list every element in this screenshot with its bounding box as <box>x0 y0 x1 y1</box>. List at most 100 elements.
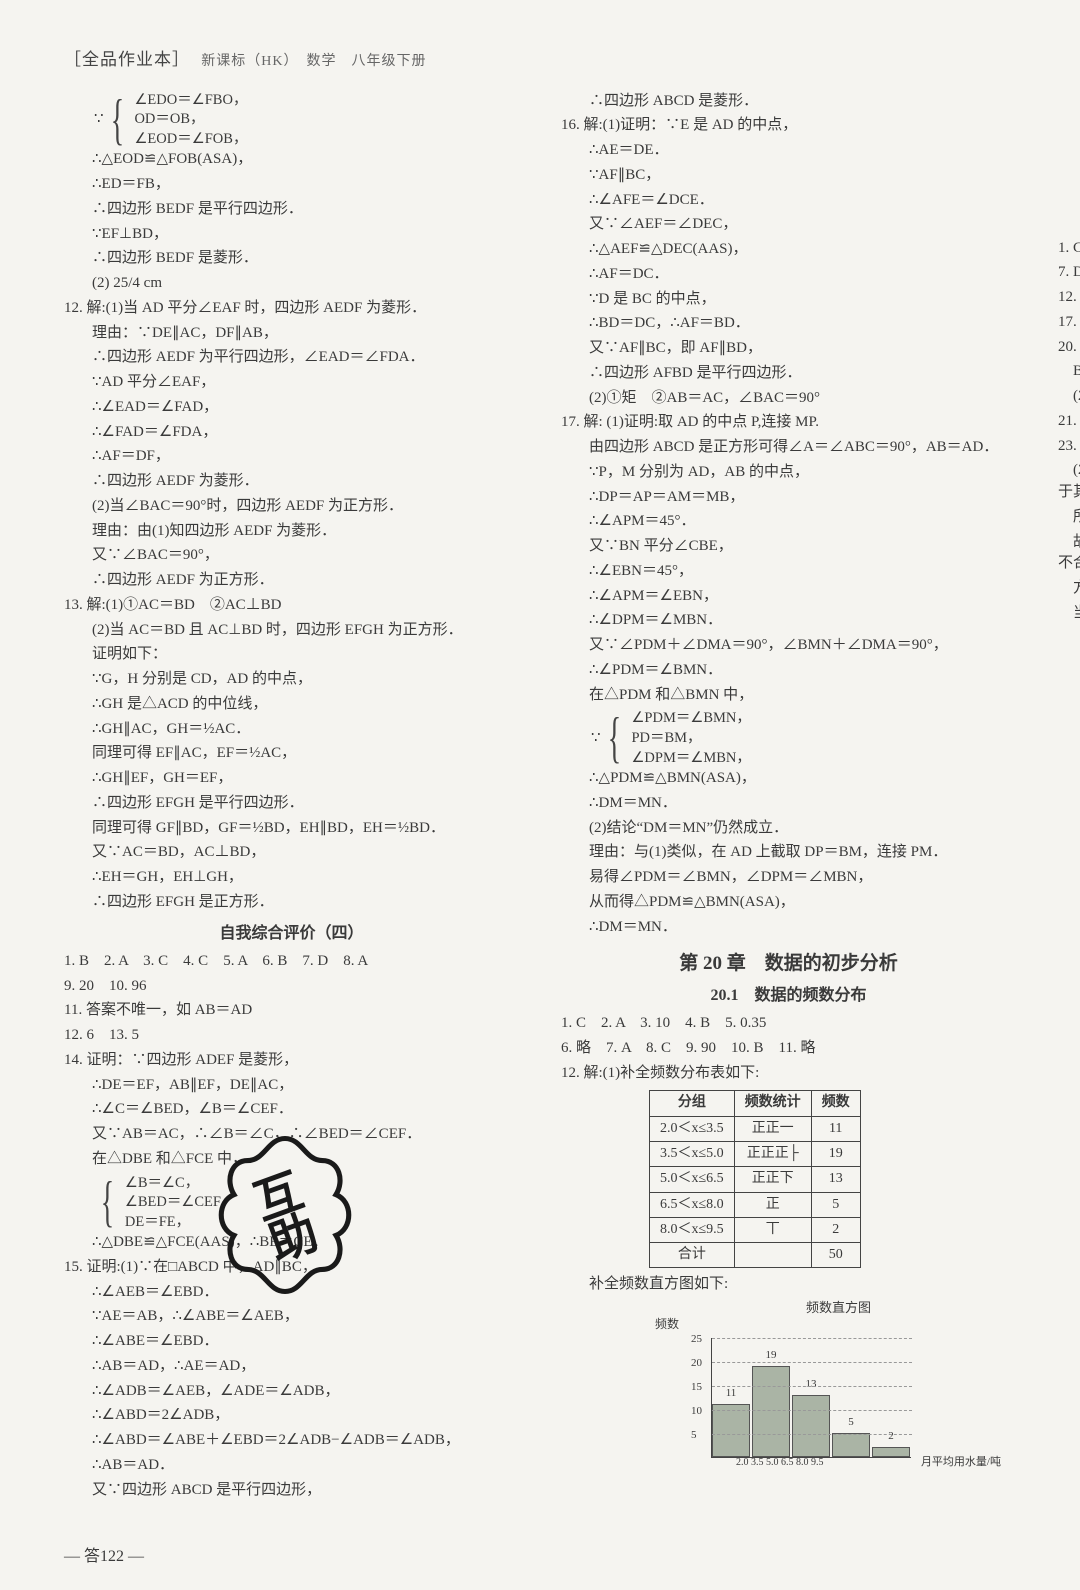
td: 50 <box>811 1243 860 1268</box>
td <box>734 1243 811 1268</box>
line: 又∵AB＝AC，∴∠B＝∠C，∴∠BED＝∠CEF． <box>64 1124 519 1146</box>
brace-line: ∠DPM＝∠MBN， <box>631 749 750 769</box>
frequency-histogram: 频数 月平均用水量/吨 111913522.0 3.5 5.0 6.5 8.0 … <box>681 1328 921 1478</box>
line: ∴四边形 AEDF 为菱形． <box>64 471 519 493</box>
line: 6. 略 7. A 8. C 9. 90 10. B 11. 略 <box>561 1038 1016 1060</box>
line: ∴DE＝EF，AB∥EF，DE∥AC， <box>64 1075 519 1097</box>
line: B 厂家电池的连续使用时间总和为 279 h,平均数为 46.5 h.填表略. <box>1058 361 1080 383</box>
line: ∴AF＝DC． <box>561 264 1016 286</box>
line: 方案:用该店本周的日均营业额估计当月营业额, <box>1058 578 1080 600</box>
td: 正 <box>734 1192 811 1217</box>
line: 理由：与(1)类似，在 AD 上截取 DP＝BM，连接 PM． <box>561 842 1016 864</box>
section-2021-title: 20.2.1 第 1 课时 平均数 <box>1058 208 1080 231</box>
td: 2.0＜x≤3.5 <box>650 1116 735 1141</box>
line: 理由：由(1)知四边形 AEDF 为菱形． <box>64 521 519 543</box>
th: 分组 <box>650 1091 735 1116</box>
line: (2)当∠BAC＝90°时，四边形 AEDF 为正方形． <box>64 496 519 518</box>
line: ∴EH＝GH，EH⊥GH， <box>64 867 519 889</box>
hist-bar <box>832 1433 870 1457</box>
line: ∴GH 是△ACD 的中位线， <box>64 694 519 716</box>
line: 又∵∠AEF＝∠DEC， <box>561 214 1016 236</box>
line: 9. 20 10. 96 <box>64 976 519 998</box>
hist-gridline <box>712 1386 912 1387</box>
line: (2)当 AC＝BD 且 AC⊥BD 时，四边形 EFGH 为正方形． <box>64 620 519 642</box>
line: ∵AD 平分∠EAF， <box>64 372 519 394</box>
line: ∴△AEF≌△DEC(AAS)， <box>561 239 1016 261</box>
line: ∵P，M 分别为 AD，AB 的中点， <box>561 462 1016 484</box>
line: 1. C 2. C 3. A 4. 9.5 5. 8.4 6. 10.4 m <box>1058 238 1080 260</box>
line: ∴AE＝DE． <box>561 140 1016 162</box>
page-header: ［全品作业本］ 新课标（HK） 数学 八年级下册 <box>64 48 1016 73</box>
line: 12. 6 13. 5 <box>64 1025 519 1047</box>
q13-head: 13. 解:(1)①AC＝BD ②AC⊥BD <box>64 595 519 617</box>
line: ∴∠ABD＝2∠ADB， <box>64 1405 519 1427</box>
hist-gridline <box>712 1410 912 1411</box>
line: 又∵∠BAC＝90°， <box>64 545 519 567</box>
line: 同理可得 GF∥BD，GF＝½BD，EH∥BD，EH＝½BD． <box>64 818 519 840</box>
line: ∵G，H 分别是 CD，AD 的中点， <box>64 669 519 691</box>
line: 理由：∵DE∥AC，DF∥AB， <box>64 323 519 345</box>
line: ∵D 是 BC 的中点， <box>561 289 1016 311</box>
line: ∴DM＝MN． <box>561 793 1016 815</box>
line: ∴AF＝DF， <box>64 446 519 468</box>
line: ∴∠FAD＝∠FDA， <box>64 422 519 444</box>
q14-head: 14. 证明：∵四边形 ADEF 是菱形， <box>64 1050 519 1072</box>
hist-bar-label: 11 <box>712 1386 750 1402</box>
brace-line: ∠EDO＝∠FBO， <box>134 91 247 111</box>
hist-bar-label: 2 <box>872 1429 910 1445</box>
line: 故用该店本周星期一到星期五的日平均营业额估计当月的营业总额不合理. <box>1058 532 1080 576</box>
brace-line: PD＝BM， <box>631 729 750 749</box>
line: ∴BD＝DC，∴AF＝BD． <box>561 313 1016 335</box>
brace-14: { ∠B＝∠C， ∠BED＝∠CEF， DE＝FE， <box>64 1174 519 1233</box>
td: 2 <box>811 1217 860 1242</box>
line: 又∵BN 平分∠CBE， <box>561 536 1016 558</box>
chapter-title: 第 20 章 数据的初步分析 <box>561 950 1016 978</box>
line: 证明如下： <box>64 644 519 666</box>
line: 1. B 2. A 3. C 4. C 5. A 6. B 7. D 8. A <box>64 951 519 973</box>
td: 8.0＜x≤9.5 <box>650 1217 735 1242</box>
line: ∴∠PDM＝∠BMN． <box>561 660 1016 682</box>
frequency-table: 分组 频数统计 频数 2.0＜x≤3.5正正一11 3.5＜x≤5.0正正正├1… <box>649 1090 861 1268</box>
line: ∴AB＝AD，∴AE＝AD， <box>64 1356 519 1378</box>
line: ∴△DBE≌△FCE(AAS)，∴BE＝CE． <box>64 1232 519 1254</box>
page-number: — 答122 — <box>64 1545 144 1568</box>
line: ∴∠ABD＝∠ABE＋∠EBD＝2∠ADB−∠ADB＝∠ADB， <box>64 1430 519 1452</box>
hist-ytick: 10 <box>691 1404 702 1420</box>
line: ∴GH∥EF，GH＝EF， <box>64 768 519 790</box>
td: 合计 <box>650 1243 735 1268</box>
td: 正正一 <box>734 1116 811 1141</box>
content-columns: ∵{ ∠EDO＝∠FBO， OD＝OB， ∠EOD＝∠FOB， ∴△EOD≌△F… <box>64 91 1016 1511</box>
line: (3)要使 60%的家庭收费不受影响,家庭月均用水量应该定为 5 吨.因为月平均… <box>1058 159 1080 203</box>
line: ∵EF⊥BD， <box>64 224 519 246</box>
line: 又∵∠PDM＋∠DMA＝90°，∠BMN＋∠DMA＝90°， <box>561 635 1016 657</box>
line: 11. 答案不唯一，如 AB＝AD <box>64 1000 519 1022</box>
line: ∴∠ADB＝∠AEB，∠ADE＝∠ADB， <box>64 1381 519 1403</box>
brand-title: ［全品作业本］ <box>64 50 190 69</box>
line: 又∵AF∥BC，即 AF∥BD， <box>561 338 1016 360</box>
line: (2)B 厂家生产的电池质量更好一些. <box>1058 386 1080 408</box>
td: 5 <box>811 1192 860 1217</box>
brace-line: OD＝OB， <box>134 110 247 130</box>
line: ∴AB＝AD． <box>64 1455 519 1477</box>
line: 1. C 2. A 3. 10 4. B 5. 0.35 <box>561 1013 1016 1035</box>
line: (2) 25/4 cm <box>64 273 519 295</box>
hist-ytick: 25 <box>691 1332 702 1348</box>
td: 19 <box>811 1141 860 1166</box>
line: ∴四边形 ABCD 是菱形． <box>561 91 1016 113</box>
line: ∴∠C＝∠BED，∠B＝∠CEF． <box>64 1099 519 1121</box>
hist-ytick: 5 <box>691 1428 697 1444</box>
hist-caption: 补全频数直方图如下: <box>561 1274 1016 1296</box>
line: ∴△EOD≌△FOB(ASA)， <box>64 149 519 171</box>
line: 12. 解:(1)补全频数分布表如下: <box>561 1063 1016 1085</box>
hist-bar-label: 13 <box>792 1377 830 1393</box>
line: (2)①矩 ②AB＝AC，∠BAC＝90° <box>561 388 1016 410</box>
line: ∵AE＝AB，∴∠ABE＝∠AEB， <box>64 1306 519 1328</box>
line: ∴∠DPM＝∠MBN． <box>561 610 1016 632</box>
line: 又∵AC＝BD，AC⊥BD， <box>64 842 519 864</box>
q17-head: 17. 解: (1)证明:取 AD 的中点 P,连接 MP. <box>561 412 1016 434</box>
q12-head: 12. 解:(1)当 AD 平分∠EAF 时，四边形 AEDF 为菱形． <box>64 298 519 320</box>
hist-gridline <box>712 1434 912 1435</box>
hist-gridline <box>712 1338 912 1339</box>
hist-bar <box>752 1366 790 1457</box>
hist-gridline <box>712 1362 912 1363</box>
